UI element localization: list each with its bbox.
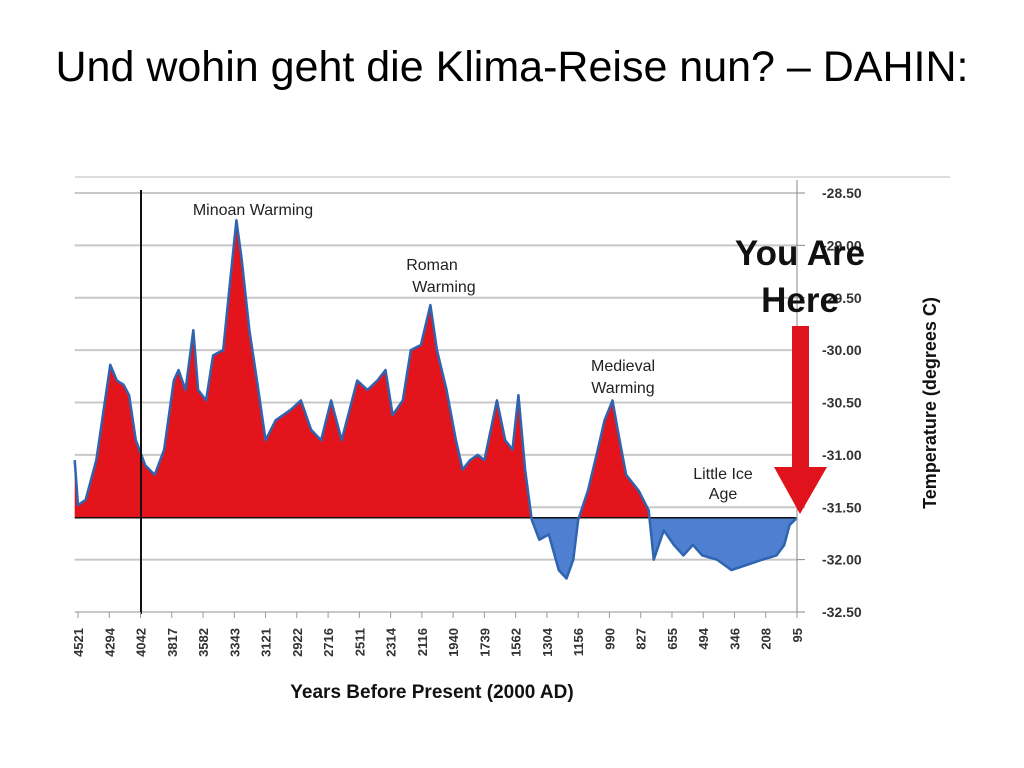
x-tick-label: 2716: [321, 628, 336, 657]
y-tick-label: -31.00: [822, 447, 862, 463]
x-tick-label: 3817: [165, 628, 180, 657]
x-tick-label: 2511: [352, 628, 367, 656]
area-below: [74, 517, 797, 579]
y-tick-label: -28.50: [822, 185, 862, 201]
x-axis-title: Years Before Present (2000 AD): [290, 682, 573, 703]
y-axis-title: Temperature (degrees C): [920, 297, 940, 509]
annotation-you-are-here: You Are: [735, 234, 865, 273]
y-tick-label: -32.00: [822, 552, 862, 568]
y-tick-label: -30.50: [822, 395, 862, 411]
x-tick-label: 208: [759, 628, 774, 650]
x-tick-label: 2922: [290, 628, 305, 657]
x-tick-label: 2116: [415, 628, 430, 656]
x-tick-label: 4042: [134, 628, 149, 657]
x-tick-label: 3121: [259, 628, 274, 657]
annotation: Little Ice: [693, 466, 753, 483]
annotation: Age: [709, 486, 738, 503]
slide-title: Und wohin geht die Klima-Reise nun? – DA…: [55, 43, 969, 91]
x-tick-label: 95: [790, 628, 805, 642]
x-tick-label: 3343: [227, 628, 242, 657]
x-tick-label: 827: [634, 628, 649, 650]
x-tick-label: 655: [665, 628, 680, 650]
x-tick-label: 494: [696, 627, 711, 649]
x-tick-label: 2314: [384, 627, 399, 657]
y-tick-label: -31.50: [822, 499, 862, 515]
y-tick-label: -30.00: [822, 342, 862, 358]
annotation: Roman: [406, 257, 458, 274]
x-tick-label: 4521: [71, 628, 86, 657]
y-tick-label: -29.50: [822, 290, 862, 306]
y-tick-label: -29.00: [822, 237, 862, 253]
x-tick-label: 1739: [477, 628, 492, 657]
x-tick-label: 990: [602, 628, 617, 650]
arrow-shaft: [792, 326, 809, 468]
temperature-line: [73, 218, 798, 580]
area-above: [74, 220, 797, 518]
arrow-head: [774, 467, 827, 514]
annotation: Medieval: [591, 358, 655, 375]
x-tick-label: 3582: [196, 628, 211, 657]
annotation: Minoan Warming: [193, 202, 313, 219]
annotation-you-are-here: Here: [761, 281, 839, 320]
annotation: Warming: [412, 279, 475, 296]
x-tick-label: 346: [727, 628, 742, 650]
x-tick-label: 4294: [102, 627, 117, 657]
y-tick-label: -32.50: [822, 604, 862, 620]
x-tick-label: 1562: [509, 628, 524, 657]
annotation: Warming: [591, 380, 654, 397]
x-tick-label: 1304: [540, 627, 555, 657]
x-tick-label: 1156: [571, 628, 586, 656]
x-tick-label: 1940: [446, 628, 461, 657]
